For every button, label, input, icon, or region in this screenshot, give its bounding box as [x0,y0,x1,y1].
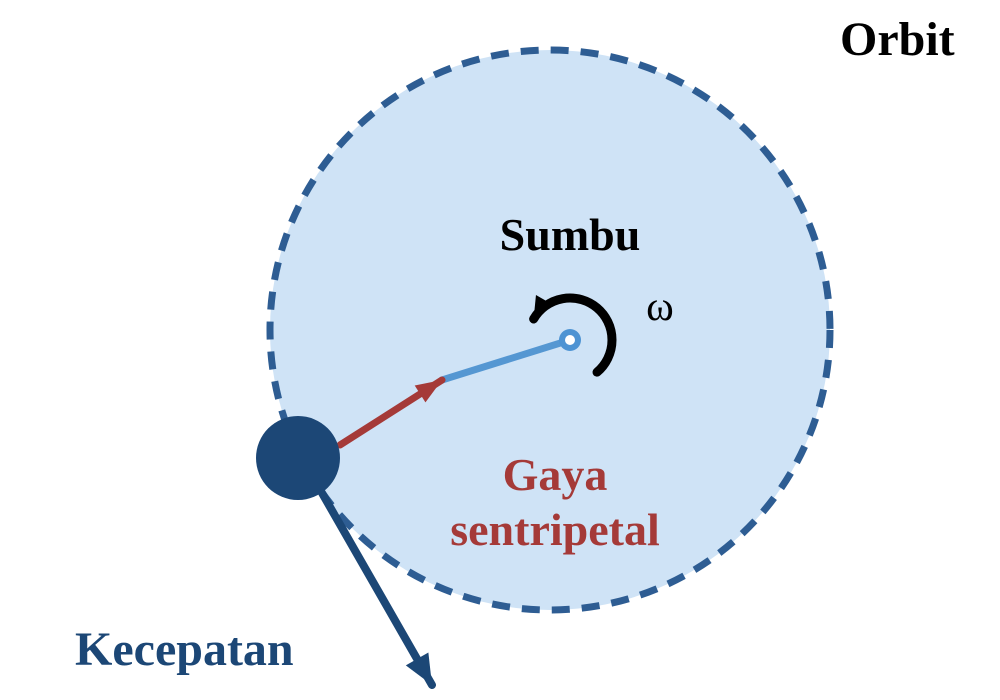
orbiting-particle [256,416,340,500]
axis-label: Sumbu [500,209,641,260]
circular-motion-diagram: Orbit Sumbu ω Gaya sentripetal Kecepatan [0,0,1000,700]
centripetal-force-label-1: Gaya [503,449,608,500]
omega-label: ω [646,284,674,330]
centripetal-force-label-2: sentripetal [450,504,660,555]
orbit-label: Orbit [840,13,955,66]
velocity-label: Kecepatan [75,623,294,676]
axis-point-hole [565,335,575,345]
